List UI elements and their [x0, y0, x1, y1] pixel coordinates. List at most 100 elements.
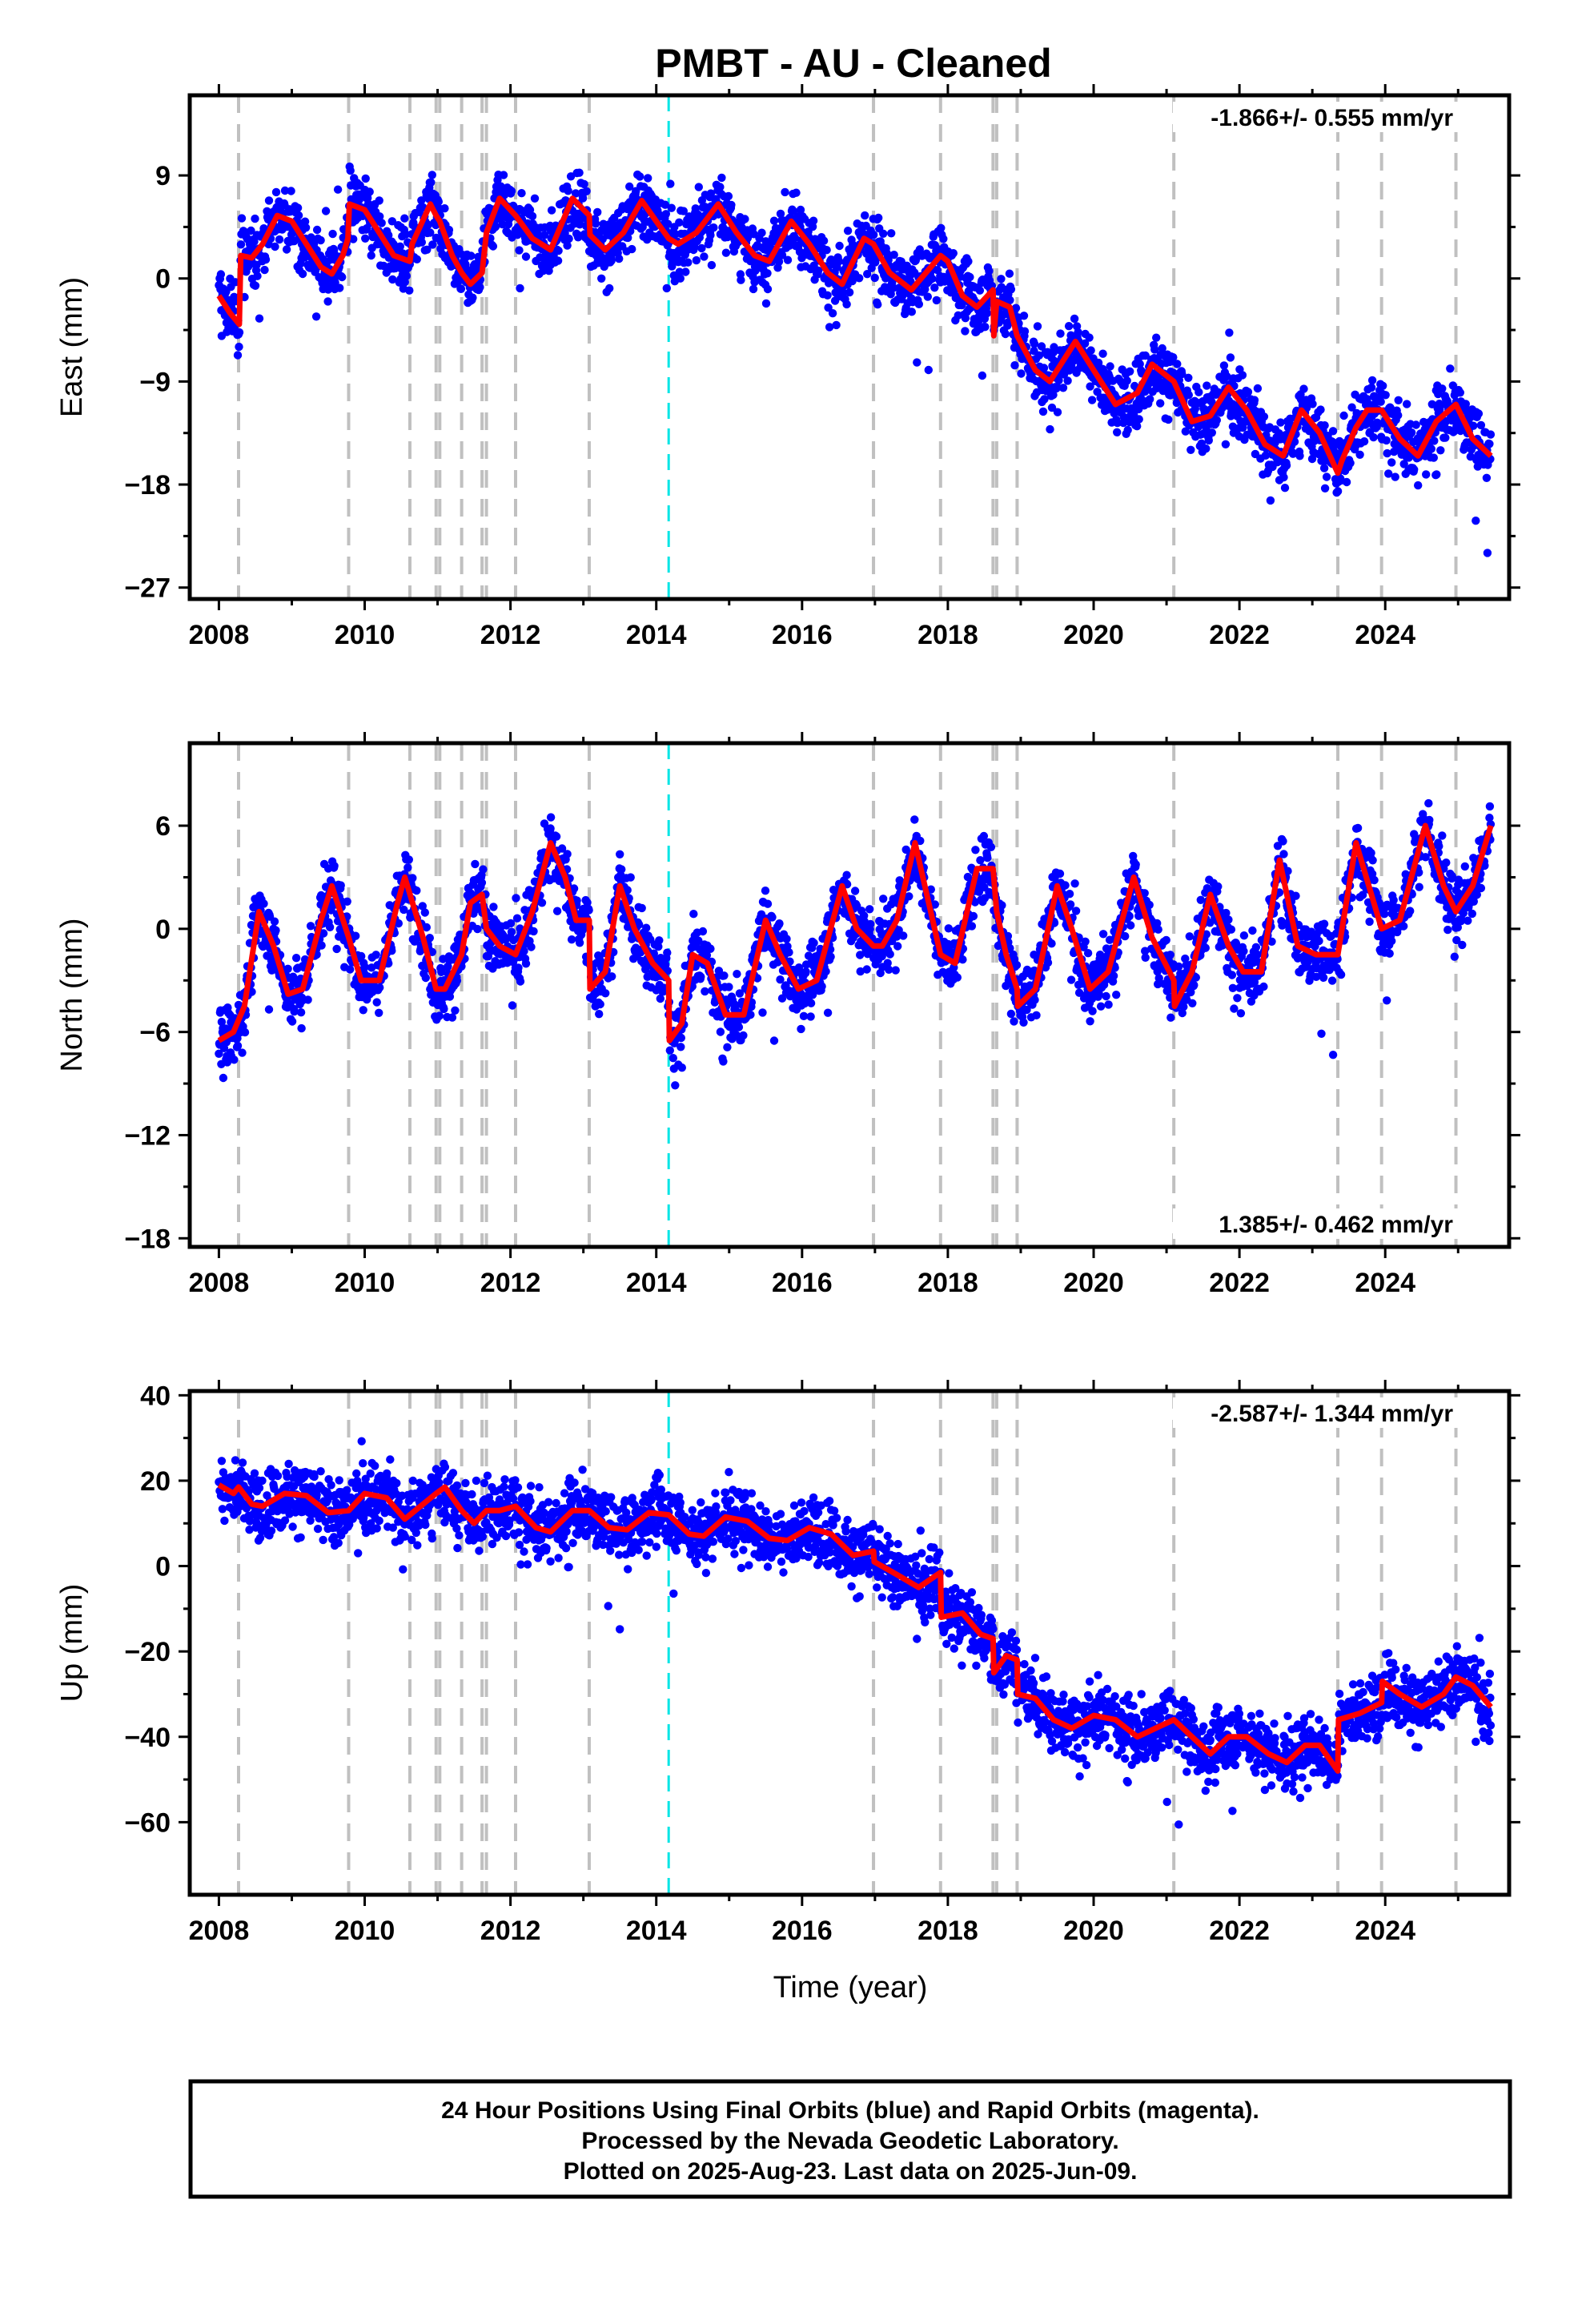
east-data-point [662, 283, 671, 293]
north-data-point [412, 886, 421, 895]
north-data-point [387, 947, 396, 955]
east-data-point [681, 267, 690, 276]
north-data-point [826, 952, 835, 961]
north-data-point [916, 836, 925, 846]
north-data-point [569, 884, 579, 893]
north-data-point [862, 965, 871, 974]
north-data-point [529, 927, 538, 936]
east-data-point [757, 228, 766, 237]
north-data-point [601, 989, 610, 998]
north-data-point [616, 850, 624, 859]
east-data-point [575, 168, 584, 177]
east-y-tick-label: −9 [139, 367, 171, 397]
east-data-point [235, 342, 243, 352]
north-data-point [1066, 900, 1075, 909]
north-panel: 2008 2010 2012 2014 2016 2018 2020 2022 202460−6… [55, 732, 1520, 1298]
north-data-point [451, 1006, 460, 1015]
north-data-point [866, 919, 875, 929]
east-data-point [1261, 451, 1271, 460]
east-data-point [554, 246, 563, 255]
north-data-point [697, 972, 705, 981]
east-data-point [1469, 421, 1478, 430]
east-data-point [1435, 401, 1445, 410]
north-data-point [330, 862, 339, 870]
east-data-point [349, 235, 358, 243]
east-data-point [763, 269, 772, 278]
east-data-point [1046, 424, 1054, 434]
east-data-point [1085, 333, 1094, 342]
east-data-point [809, 216, 818, 225]
north-plot-area [215, 743, 1496, 1247]
east-data-point [426, 228, 435, 237]
north-data-point [1081, 937, 1090, 947]
east-data-point [914, 300, 924, 308]
east-data-point [367, 251, 375, 260]
east-data-point [781, 187, 789, 197]
north-data-point [552, 832, 561, 841]
east-data-point [975, 286, 985, 295]
east-data-point [396, 242, 404, 251]
east-data-point [1387, 458, 1396, 467]
east-data-point [1006, 296, 1014, 304]
east-data-point [247, 226, 255, 235]
north-data-point [769, 1036, 779, 1045]
north-data-point [270, 917, 279, 926]
east-data-point [790, 233, 800, 243]
east-data-point [338, 272, 347, 282]
east-x-tick-label: 2012 [480, 620, 541, 650]
east-data-point [515, 246, 524, 255]
east-data-point [671, 230, 680, 239]
north-data-point [296, 1008, 306, 1017]
north-data-point [1074, 988, 1084, 997]
east-data-point [312, 225, 322, 235]
east-data-point [316, 235, 325, 245]
east-data-point [1070, 314, 1079, 324]
east-data-point [1383, 448, 1391, 458]
north-data-point [572, 896, 581, 905]
east-data-point [1037, 342, 1046, 351]
east-data-point [842, 300, 851, 309]
east-data-point [913, 358, 921, 367]
north-data-point [930, 900, 940, 909]
east-data-point [763, 284, 773, 294]
east-data-point [1472, 517, 1480, 525]
east-data-point [874, 213, 883, 223]
east-data-point [517, 189, 526, 198]
north-data-point [641, 965, 650, 974]
north-data-point [891, 966, 900, 975]
north-data-point [785, 948, 793, 957]
east-data-point [1019, 312, 1029, 320]
east-data-point [1359, 437, 1369, 446]
east-data-point [615, 254, 624, 263]
east-data-point [721, 248, 731, 257]
east-data-point [1003, 321, 1012, 330]
east-data-point [1288, 449, 1298, 458]
north-data-point [479, 865, 488, 874]
north-data-point [477, 879, 487, 887]
north-data-point [905, 892, 913, 901]
east-data-point [675, 267, 684, 276]
north-data-point [998, 901, 1006, 910]
east-data-point [1033, 322, 1042, 331]
north-data-point [1071, 907, 1081, 915]
east-y-axis-label: East (mm) [55, 277, 89, 417]
east-data-point [379, 261, 388, 271]
east-data-point [516, 283, 524, 293]
east-data-point [1456, 388, 1465, 397]
east-data-point [1040, 395, 1049, 404]
east-data-point [873, 300, 882, 309]
east-data-point [644, 174, 652, 183]
east-data-point [1266, 496, 1275, 505]
east-data-point [387, 217, 396, 226]
north-data-point [418, 902, 427, 911]
north-data-point [637, 903, 646, 913]
north-data-point [371, 951, 380, 959]
north-data-point [234, 1000, 243, 1010]
north-data-point [801, 967, 810, 976]
east-data-point [1333, 487, 1343, 496]
east-data-point [981, 323, 990, 332]
north-data-point [233, 1034, 242, 1043]
east-data-point [1422, 470, 1431, 479]
north-data-point [595, 1010, 604, 1019]
east-data-point [1441, 433, 1450, 442]
